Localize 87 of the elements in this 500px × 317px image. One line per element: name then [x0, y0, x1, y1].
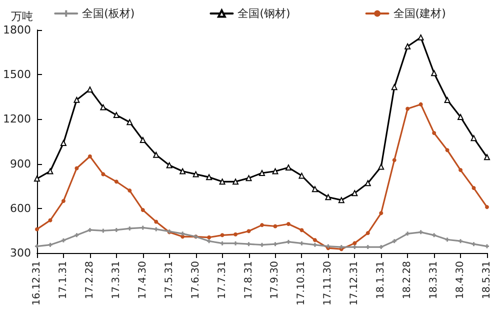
point — [154, 220, 158, 224]
point — [312, 186, 318, 192]
point — [180, 168, 186, 174]
point — [352, 190, 358, 196]
x-tick-label: 18.1.31 — [376, 261, 387, 300]
point — [286, 222, 290, 226]
point — [312, 238, 317, 242]
point — [219, 178, 226, 185]
point — [298, 172, 305, 179]
x-tick-label: 18.3.31 — [428, 261, 440, 300]
x-tick-label: 18.4.30 — [455, 261, 466, 300]
point — [246, 175, 252, 182]
point — [364, 180, 371, 186]
point — [273, 224, 278, 228]
point — [431, 70, 438, 76]
point — [246, 229, 251, 234]
point — [458, 114, 464, 120]
point — [35, 227, 39, 232]
legend-label: 全国(建材) — [393, 7, 446, 20]
point — [61, 198, 66, 203]
point — [472, 186, 476, 190]
y-tick-label: 1200 — [3, 112, 31, 126]
x-tick-label: 17.12.31 — [349, 261, 360, 306]
point — [484, 154, 490, 160]
point — [418, 102, 423, 106]
y-tick-label: 900 — [10, 157, 31, 170]
point — [272, 168, 278, 174]
point — [100, 104, 106, 110]
point — [325, 194, 332, 200]
point — [445, 148, 450, 152]
point — [74, 166, 79, 170]
y-tick-label: 300 — [10, 246, 31, 260]
x-tick-label: 17.7.31 — [216, 261, 228, 300]
x-tick-label: 17.9.30 — [270, 261, 281, 300]
point — [418, 34, 424, 40]
point — [485, 205, 489, 210]
point — [259, 170, 265, 176]
x-tick-label: 17.4.30 — [137, 261, 148, 300]
point — [220, 233, 224, 238]
y-axis-title: 万吨 — [11, 10, 33, 23]
point — [392, 158, 396, 162]
point — [74, 96, 80, 103]
x-tick-label: 17.8.31 — [243, 261, 254, 300]
point — [207, 235, 212, 240]
point — [192, 171, 199, 178]
point — [470, 135, 477, 142]
point — [140, 208, 145, 212]
point — [166, 162, 172, 168]
y-tick-label: 1800 — [3, 24, 31, 36]
x-tick-label: 17.3.31 — [110, 261, 122, 300]
point — [338, 197, 344, 204]
legend-label: 全国(钢材) — [238, 7, 290, 20]
point — [300, 228, 304, 232]
point — [47, 168, 54, 174]
x-tick-label: 16.12.31 — [32, 261, 42, 306]
point — [379, 211, 384, 216]
point — [114, 180, 118, 184]
point — [260, 223, 264, 228]
point — [128, 188, 132, 193]
point — [153, 152, 160, 158]
x-tick-label: 17.11.30 — [322, 261, 334, 306]
y-tick-label: 600 — [10, 202, 31, 215]
point — [458, 168, 463, 172]
point — [366, 231, 370, 236]
x-tick-label: 17.5.31 — [164, 261, 175, 300]
point — [391, 84, 398, 90]
point — [352, 241, 357, 246]
x-tick-label: 17.10.31 — [296, 261, 308, 306]
point — [60, 140, 66, 146]
point — [432, 131, 436, 136]
x-tick-label: 18.5.31 — [482, 261, 492, 300]
point — [378, 164, 384, 170]
point — [206, 174, 212, 180]
point — [232, 178, 239, 185]
legend-label: 全国(板材) — [82, 7, 135, 20]
point — [126, 119, 133, 126]
point — [406, 106, 410, 111]
point — [234, 232, 238, 236]
x-tick-label: 17.2.28 — [84, 261, 96, 300]
point — [88, 154, 92, 158]
point — [101, 172, 106, 176]
point — [404, 43, 411, 50]
point — [48, 218, 52, 222]
x-tick-label: 17.1.31 — [58, 261, 69, 300]
y-tick-label: 1500 — [3, 68, 31, 82]
x-tick-label: 18.2.28 — [402, 261, 414, 300]
x-tick-label: 17.6.30 — [190, 261, 202, 300]
